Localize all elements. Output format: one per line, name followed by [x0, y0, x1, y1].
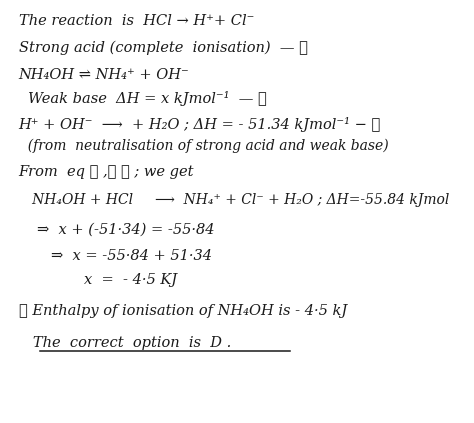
Text: The  correct  option  is  D .: The correct option is D .	[18, 336, 231, 350]
Text: ∴ Enthalpy of ionisation of NH₄OH is - 4·5 kJ: ∴ Enthalpy of ionisation of NH₄OH is - 4…	[18, 304, 347, 318]
Text: Weak base  ΔH = x kJmol⁻¹  — Ⓐ: Weak base ΔH = x kJmol⁻¹ — Ⓐ	[28, 91, 267, 106]
Text: The reaction  is  HCl → H⁺+ Cl⁻: The reaction is HCl → H⁺+ Cl⁻	[18, 14, 254, 28]
Text: Strong acid (complete  ionisation)  — ⓘ: Strong acid (complete ionisation) — ⓘ	[18, 41, 308, 55]
Text: ⇒  x + (-51·34) = -55·84: ⇒ x + (-51·34) = -55·84	[37, 223, 215, 237]
Text: NH₄OH ⇌ NH₄⁺ + OH⁻: NH₄OH ⇌ NH₄⁺ + OH⁻	[18, 68, 190, 82]
Text: ⇒  x = -55·84 + 51·34: ⇒ x = -55·84 + 51·34	[51, 249, 212, 263]
Text: NH₄OH + HCl     ⟶  NH₄⁺ + Cl⁻ + H₂O ; ΔH=-55.84 kJmol: NH₄OH + HCl ⟶ NH₄⁺ + Cl⁻ + H₂O ; ΔH=-55.…	[18, 193, 449, 207]
Text: (from  neutralisation of strong acid and weak base): (from neutralisation of strong acid and …	[18, 139, 388, 153]
Text: From  eq ⓘ ,Ⓐ Ⓑ ; we get: From eq ⓘ ,Ⓐ Ⓑ ; we get	[18, 165, 194, 179]
Text: H⁺ + OH⁻  ⟶  + H₂O ; ΔH = - 51.34 kJmol⁻¹ − Ⓑ: H⁺ + OH⁻ ⟶ + H₂O ; ΔH = - 51.34 kJmol⁻¹ …	[18, 117, 381, 132]
Text: x  =  - 4·5 KJ: x = - 4·5 KJ	[84, 273, 177, 287]
